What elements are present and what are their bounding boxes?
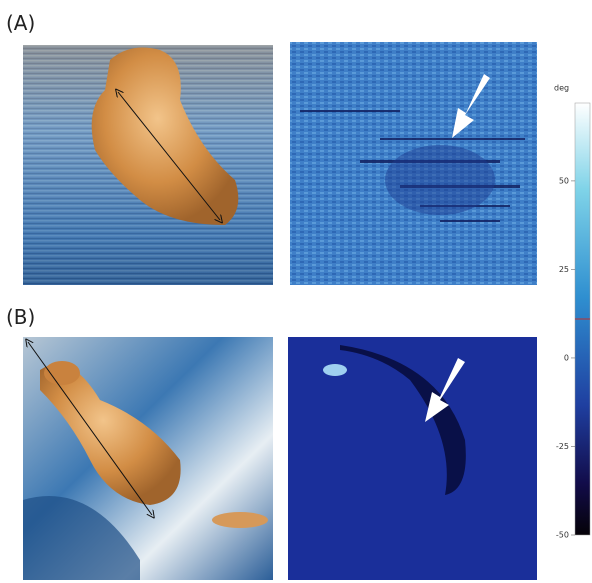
panel-label: (B)	[6, 305, 35, 329]
colorbar-label: deg	[554, 84, 569, 93]
afm-phase-a	[290, 42, 537, 285]
colorbar-tick-label: 0	[564, 353, 569, 362]
afm-phase-b	[288, 337, 537, 580]
colorbar-tick-label: -50	[556, 531, 569, 540]
figure: (A) (B) deg 50 25 0 -25 -50	[0, 0, 592, 583]
panel-label: (A)	[6, 11, 35, 35]
afm-height-a	[23, 45, 273, 285]
colorbar-tick-label: -25	[556, 442, 569, 451]
afm-height-b	[23, 337, 273, 580]
colorbar-tick-label: 25	[559, 265, 569, 274]
colorbar-tick-label: 50	[559, 176, 569, 185]
colorbar: deg 50 25 0 -25 -50	[554, 84, 590, 540]
